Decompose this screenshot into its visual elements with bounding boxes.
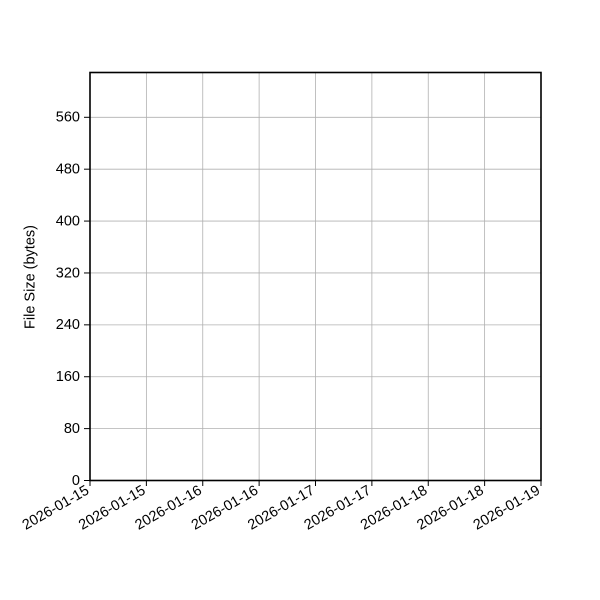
svg-text:320: 320 — [56, 265, 80, 281]
svg-text:240: 240 — [56, 317, 80, 333]
svg-text:560: 560 — [56, 110, 80, 126]
svg-text:480: 480 — [56, 162, 80, 178]
svg-text:160: 160 — [56, 369, 80, 385]
svg-text:File Size (bytes): File Size (bytes) — [23, 225, 39, 329]
svg-text:400: 400 — [56, 213, 80, 229]
svg-text:80: 80 — [64, 421, 80, 437]
